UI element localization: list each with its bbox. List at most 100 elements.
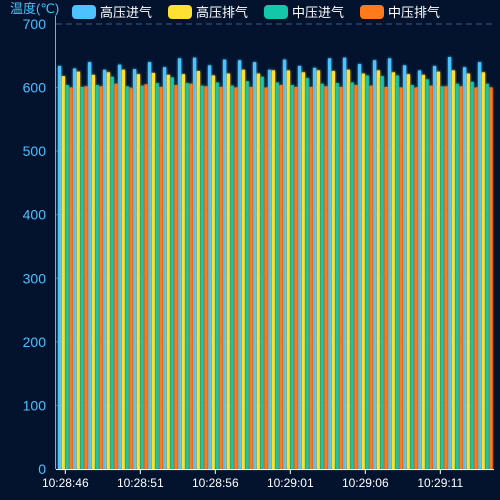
- bar-s0-21: [373, 60, 377, 469]
- bar-s3-13: [264, 87, 268, 470]
- legend: 高压进气 高压排气 中压进气 中压排气: [72, 2, 440, 21]
- bar-s3-22: [399, 87, 403, 470]
- bar-s2-26: [455, 83, 459, 469]
- legend-label-2: 中压进气: [292, 5, 345, 20]
- bar-s2-12: [245, 81, 249, 469]
- bar-s1-15: [286, 70, 290, 470]
- legend-item-series-0[interactable]: 高压进气: [72, 2, 152, 21]
- bar-s0-18: [328, 58, 332, 469]
- bar-s1-8: [181, 74, 185, 469]
- bar-s0-19: [343, 57, 347, 469]
- bar-s1-6: [151, 72, 155, 469]
- bar-s3-28: [489, 87, 493, 470]
- bar-s1-28: [481, 72, 485, 470]
- bar-s1-14: [271, 70, 275, 470]
- bar-s1-17: [316, 70, 320, 470]
- bar-s0-8: [178, 58, 182, 469]
- bar-s0-5: [133, 69, 137, 469]
- bar-s1-24: [421, 74, 425, 469]
- bar-s2-25: [440, 86, 444, 470]
- bar-s0-25: [433, 65, 437, 469]
- x-tick-label-5: 10:29:11: [417, 476, 463, 490]
- bar-s0-0: [58, 65, 62, 469]
- bar-s3-14: [279, 85, 283, 470]
- x-tick-label-2: 10:28:56: [192, 476, 239, 490]
- y-tick-label-400: 400: [23, 207, 47, 223]
- bar-s3-24: [429, 85, 433, 470]
- bar-s2-15: [290, 85, 294, 470]
- bar-s1-11: [226, 73, 230, 469]
- bar-s3-26: [459, 86, 463, 470]
- x-tick-label-1: 10:28:51: [117, 476, 164, 490]
- bar-s1-18: [331, 71, 335, 470]
- bar-s3-9: [204, 86, 208, 470]
- y-tick-label-700: 700: [23, 16, 47, 32]
- bar-s0-6: [148, 62, 152, 470]
- bar-s3-1: [84, 86, 88, 470]
- bar-s1-12: [241, 69, 245, 470]
- y-tick-label-500: 500: [23, 143, 47, 159]
- bar-s2-18: [335, 83, 339, 469]
- bar-s2-14: [275, 82, 279, 469]
- bar-s0-4: [118, 64, 122, 469]
- bar-s0-3: [103, 69, 107, 470]
- bar-s1-21: [376, 70, 380, 470]
- bar-s1-9: [196, 71, 200, 470]
- bar-s3-20: [369, 85, 373, 470]
- bar-s1-27: [466, 73, 470, 469]
- bar-s2-19: [350, 82, 354, 469]
- bar-s2-2: [95, 85, 99, 470]
- bar-s1-23: [406, 74, 410, 469]
- bar-s0-14: [268, 69, 272, 470]
- bar-s3-2: [99, 86, 103, 470]
- legend-item-series-1[interactable]: 高压排气: [168, 2, 248, 21]
- bar-s2-11: [230, 85, 234, 470]
- bar-s3-0: [69, 87, 73, 470]
- bar-s3-16: [309, 86, 313, 469]
- bar-s3-3: [114, 83, 118, 469]
- y-tick-label-200: 200: [23, 334, 47, 350]
- bar-s2-7: [170, 77, 174, 470]
- bar-s0-26: [448, 57, 452, 470]
- bar-s0-13: [253, 62, 257, 470]
- bar-s1-2: [91, 74, 95, 469]
- bar-s2-5: [140, 85, 144, 470]
- bar-s2-16: [305, 78, 309, 470]
- bar-s0-12: [238, 60, 242, 469]
- x-tick-label-3: 10:29:01: [267, 476, 314, 490]
- bar-s1-13: [256, 73, 260, 469]
- legend-label-3: 中压排气: [388, 5, 441, 20]
- bar-s2-21: [380, 76, 384, 469]
- bar-s0-17: [313, 67, 317, 469]
- bar-s0-1: [73, 68, 77, 469]
- bar-s0-24: [418, 70, 422, 470]
- legend-label-1: 高压排气: [196, 5, 249, 20]
- bar-s0-22: [388, 58, 392, 469]
- y-tick-label-100: 100: [23, 397, 47, 413]
- bar-s3-15: [294, 86, 298, 469]
- bar-s3-21: [384, 86, 388, 469]
- legend-item-series-3[interactable]: 中压排气: [360, 2, 440, 21]
- legend-item-series-2[interactable]: 中压进气: [264, 2, 344, 21]
- bar-s3-25: [444, 86, 448, 470]
- bar-s0-10: [208, 65, 212, 470]
- bar-s2-6: [155, 83, 159, 469]
- bar-s1-7: [166, 74, 170, 469]
- bar-s1-16: [301, 72, 305, 470]
- legend-swatch-0: [72, 4, 96, 19]
- bar-s2-23: [410, 85, 414, 470]
- bar-s2-22: [395, 75, 399, 469]
- bar-s3-4: [129, 88, 133, 469]
- bar-s1-10: [211, 75, 215, 469]
- bar-s2-4: [125, 86, 129, 470]
- bar-s1-5: [136, 74, 140, 469]
- bar-s1-19: [346, 69, 350, 470]
- bar-s3-7: [174, 85, 178, 470]
- bar-s1-0: [61, 76, 65, 469]
- bar-s2-24: [425, 79, 429, 470]
- bar-s2-28: [485, 83, 489, 469]
- bar-s2-20: [365, 75, 369, 469]
- bar-s1-4: [121, 69, 125, 470]
- bar-s3-11: [234, 87, 238, 470]
- bar-s3-27: [474, 87, 478, 470]
